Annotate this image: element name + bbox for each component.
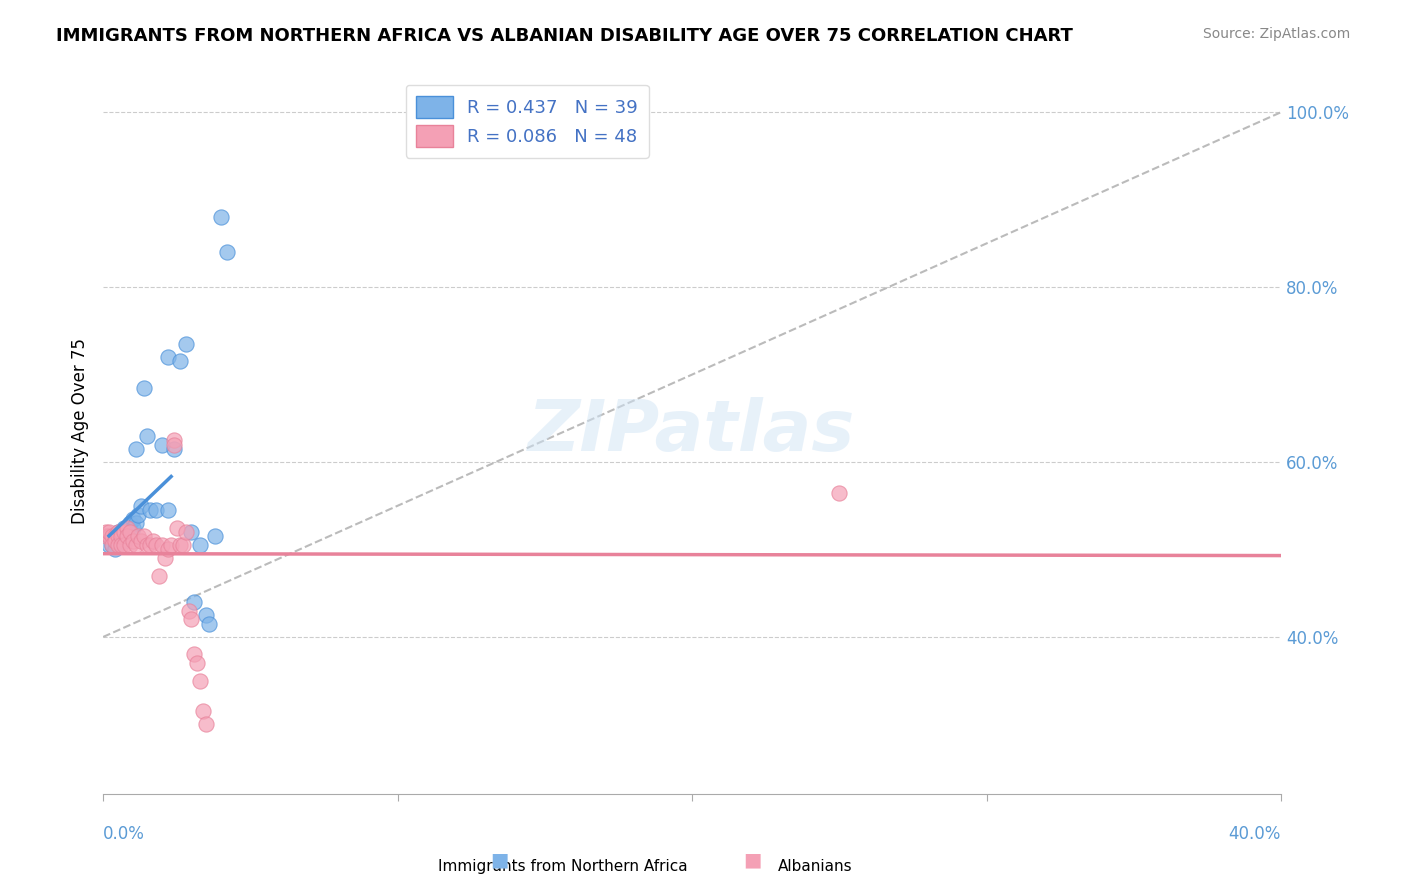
Point [134,381,156,395]
Point [188,538,211,552]
Point [118,516,141,531]
Point [127,508,149,522]
Text: ZIPatlas: ZIPatlas [529,397,856,466]
Text: Source: ZipAtlas.com: Source: ZipAtlas.com [1202,27,1350,41]
Point [98,538,121,552]
Point [156,350,179,364]
Point [136,538,159,552]
Point [204,529,226,543]
Point [118,524,141,539]
Point [118,538,141,552]
Point [110,524,132,539]
Text: ■: ■ [742,851,762,870]
Point [124,442,146,456]
Point [166,521,188,535]
Point [131,499,153,513]
Point [94,529,117,543]
Point [101,529,124,543]
Point [107,529,129,543]
Point [195,717,218,731]
Point [110,529,132,543]
Point [193,704,215,718]
Point [163,442,186,456]
Y-axis label: Disability Age Over 75: Disability Age Over 75 [72,338,89,524]
Point [145,538,167,552]
Legend: R = 0.437   N = 39, R = 0.086   N = 48: R = 0.437 N = 39, R = 0.086 N = 48 [406,85,648,158]
Point [101,529,124,543]
Text: ■: ■ [489,851,509,870]
Point [169,538,191,552]
Point [110,529,132,543]
Point [127,529,149,543]
Point [112,521,135,535]
Point [139,503,162,517]
Point [142,533,165,548]
Text: Albanians: Albanians [778,859,853,874]
Point [112,524,135,539]
Point [163,433,186,447]
Point [101,538,124,552]
Point [115,521,138,535]
Point [160,538,183,552]
Point [153,551,176,566]
Point [156,542,179,557]
Point [107,524,129,539]
Text: 40.0%: 40.0% [1229,825,1281,843]
Point [104,529,127,543]
Point [136,429,159,443]
Text: IMMIGRANTS FROM NORTHERN AFRICA VS ALBANIAN DISABILITY AGE OVER 75 CORRELATION C: IMMIGRANTS FROM NORTHERN AFRICA VS ALBAN… [56,27,1073,45]
Point [186,656,208,670]
Point [156,503,179,517]
Point [215,245,238,260]
Point [115,529,138,543]
Point [828,485,851,500]
Point [112,533,135,548]
Point [124,516,146,531]
Point [180,612,202,626]
Point [139,538,162,552]
Point [101,538,124,552]
Point [145,503,167,517]
Point [121,533,143,548]
Point [163,437,186,451]
Point [110,524,132,539]
Point [104,533,127,548]
Point [124,538,146,552]
Text: Immigrants from Northern Africa: Immigrants from Northern Africa [437,859,688,874]
Point [118,524,141,539]
Point [115,529,138,543]
Point [174,524,197,539]
Point [98,529,121,543]
Point [180,524,202,539]
Point [150,538,173,552]
Point [98,524,121,539]
Point [198,616,221,631]
Point [107,538,129,552]
Point [107,524,129,539]
Point [110,538,132,552]
Point [104,542,127,557]
Point [121,521,143,535]
Point [172,538,194,552]
Point [115,521,138,535]
Point [183,648,205,662]
Point [174,337,197,351]
Point [183,595,205,609]
Point [188,673,211,688]
Point [169,354,191,368]
Point [107,529,129,543]
Point [112,538,135,552]
Text: 0.0%: 0.0% [103,825,145,843]
Point [209,210,232,224]
Point [177,604,200,618]
Point [121,512,143,526]
Point [131,533,153,548]
Point [104,529,127,543]
Point [94,524,117,539]
Point [148,568,170,582]
Point [134,529,156,543]
Point [150,437,173,451]
Point [195,608,218,623]
